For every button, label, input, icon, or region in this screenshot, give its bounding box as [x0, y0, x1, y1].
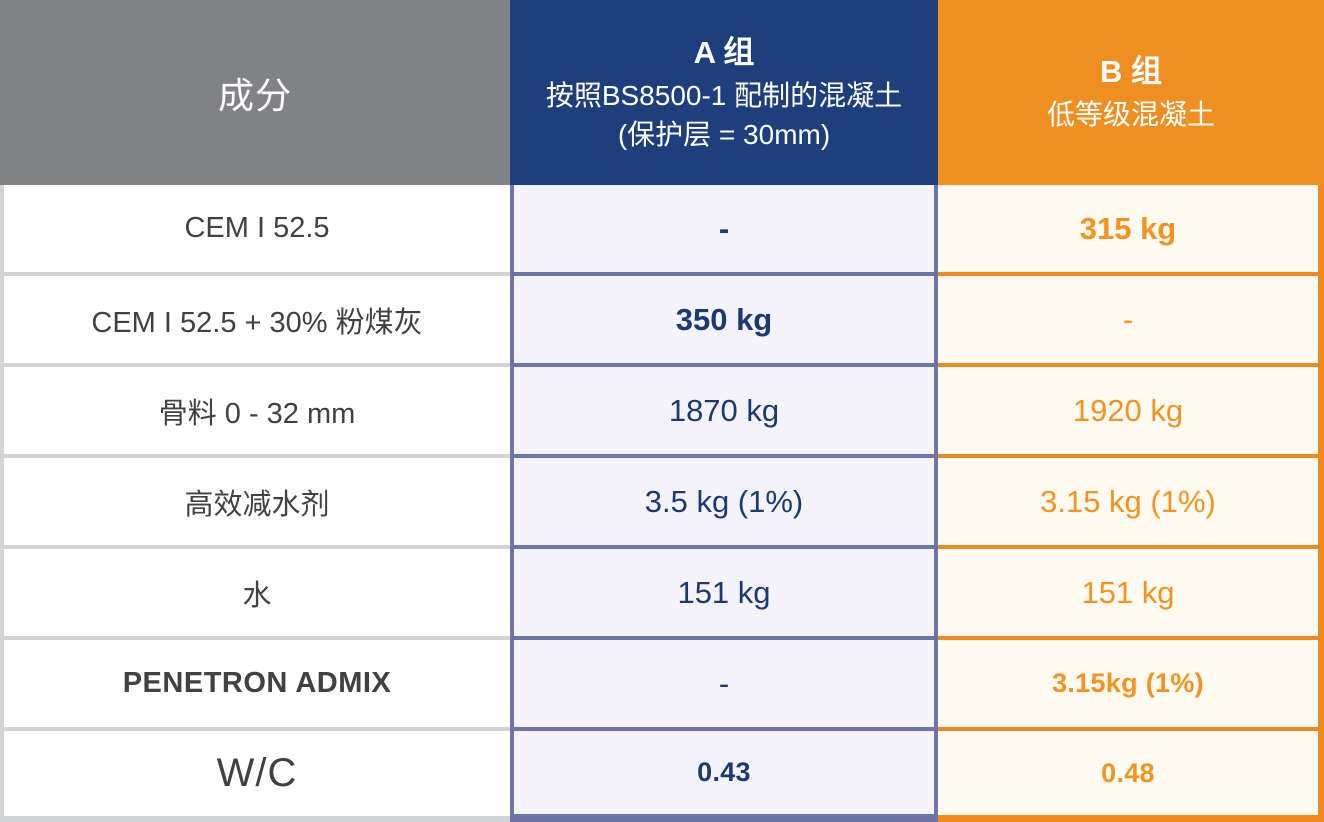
group-a-subtitle: 按照BS8500-1 配制的混凝土(保护层 = 30mm): [545, 79, 903, 150]
group-a-value: 1870 kg: [510, 367, 938, 458]
group-a-title: A 组: [693, 34, 755, 70]
group-b-value: 1920 kg: [938, 367, 1324, 458]
group-b-value: 0.48: [938, 731, 1324, 822]
row-label-water: 水: [0, 549, 510, 640]
row-label-penetron-admix: PENETRON ADMIX: [0, 640, 510, 731]
header-ingredient-label: 成分: [217, 74, 292, 116]
group-a-value: -: [510, 185, 938, 276]
row-label-cem-i-52-5: CEM I 52.5: [0, 185, 510, 276]
group-a-value: 350 kg: [510, 276, 938, 367]
group-b-subtitle: 低等级混凝土: [1046, 99, 1215, 131]
header-group-b: B 组 低等级混凝土: [938, 0, 1324, 185]
group-b-value: 315 kg: [938, 185, 1324, 276]
row-label-cem-flyash: CEM I 52.5 + 30% 粉煤灰: [0, 276, 510, 367]
group-a-value: 0.43: [510, 731, 938, 822]
row-label-superplasticizer: 高效减水剂: [0, 458, 510, 549]
group-b-value: 3.15 kg (1%): [938, 458, 1324, 549]
group-a-value: -: [510, 640, 938, 731]
group-b-title: B 组: [1100, 54, 1162, 90]
group-b-value: -: [938, 276, 1324, 367]
group-a-value: 3.5 kg (1%): [510, 458, 938, 549]
group-b-value: 151 kg: [938, 549, 1324, 640]
header-ingredient: 成分: [0, 0, 510, 185]
row-label-aggregate: 骨料 0 - 32 mm: [0, 367, 510, 458]
row-label-wc-ratio: W/C: [0, 731, 510, 822]
group-b-value: 3.15kg (1%): [938, 640, 1324, 731]
header-group-a: A 组 按照BS8500-1 配制的混凝土(保护层 = 30mm): [510, 0, 938, 185]
group-a-value: 151 kg: [510, 549, 938, 640]
